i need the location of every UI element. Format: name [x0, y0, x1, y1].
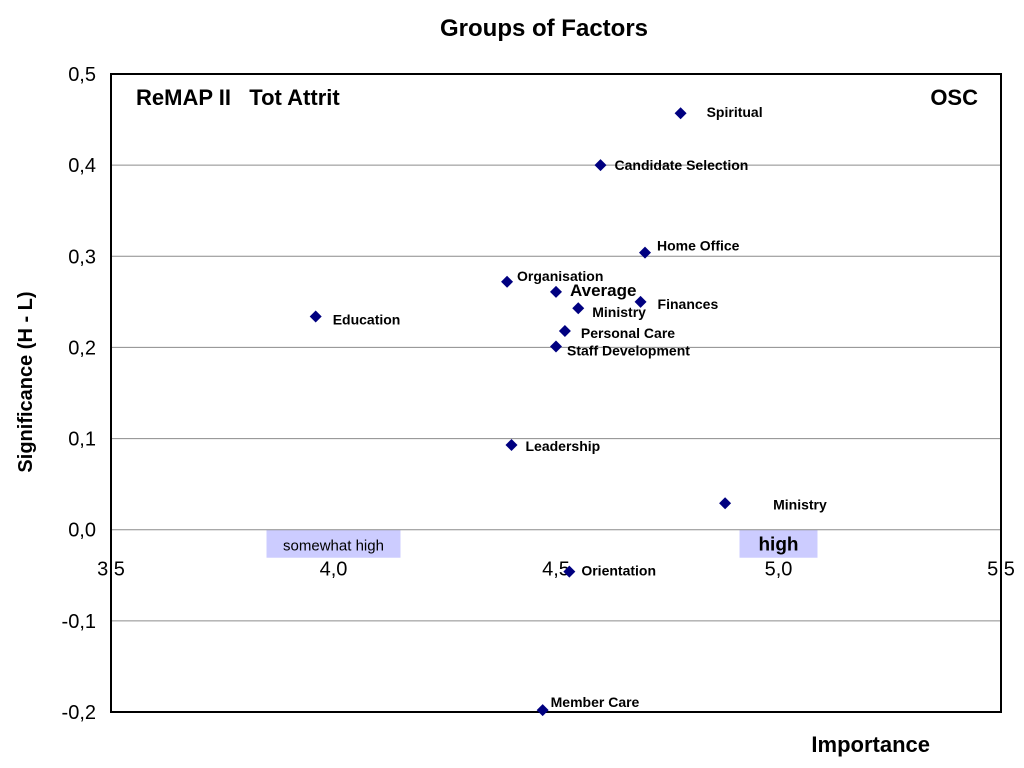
- y-tick-label: 0,5: [68, 64, 96, 86]
- data-point: [501, 275, 514, 288]
- plot-frame: [110, 73, 1002, 713]
- zone-label: high: [758, 535, 798, 556]
- data-label: Orientation: [581, 563, 656, 579]
- data-points: Spiritual Candidate Selection Home Office O…: [309, 104, 827, 717]
- chart-title: Groups of Factors: [440, 15, 648, 42]
- data-point: [719, 497, 732, 510]
- y-tick-label: 0,0: [68, 520, 96, 542]
- data-point: [309, 310, 322, 323]
- x-tick-label: 4,5: [542, 559, 570, 581]
- data-label: Spiritual: [707, 104, 763, 120]
- data-point: [505, 438, 518, 451]
- zone-box: [739, 529, 818, 558]
- x-tick-label: 3,5: [97, 559, 125, 581]
- data-point: [558, 325, 571, 338]
- data-label: Home Office: [657, 238, 740, 254]
- y-tick-label: 0,3: [68, 246, 96, 268]
- y-tick-label: 0,1: [68, 429, 96, 451]
- x-tick-label: 4,0: [320, 559, 348, 581]
- data-label: Candidate Selection: [615, 157, 749, 173]
- x-tick-label: 5,5: [987, 559, 1015, 581]
- data-point: [550, 285, 562, 298]
- data-label: Ministry: [592, 304, 646, 320]
- zone-labels: somewhat high high: [266, 529, 818, 558]
- data-point: [639, 246, 651, 259]
- data-point: [634, 295, 647, 308]
- y-tick-label: -0,1: [62, 611, 96, 633]
- y-tick-label: 0,2: [68, 337, 96, 359]
- data-label: Organisation: [517, 268, 603, 284]
- data-label: Staff Development: [567, 343, 690, 359]
- data-point: [563, 565, 576, 578]
- zone-label: somewhat high: [283, 538, 384, 555]
- tick-labels: -0,2 -0,1 0,0 0,1 0,2 0,3 0,4 0,5 3,5 4,0 4,5 5,0 5,…: [62, 64, 1015, 724]
- data-label: Education: [333, 311, 401, 327]
- data-point: [594, 159, 607, 172]
- data-label: Member Care: [551, 694, 640, 710]
- data-label: Average: [570, 281, 636, 300]
- data-label: Leadership: [526, 438, 601, 454]
- data-label: Finances: [658, 296, 719, 312]
- data-point: [536, 704, 549, 717]
- annotation-left: ReMAP II Tot Attrit: [136, 85, 340, 110]
- y-tick-label: -0,2: [62, 702, 96, 724]
- y-axis-label: Significance (H - L): [15, 291, 37, 472]
- data-point: [674, 107, 687, 120]
- annotation-right: OSC: [930, 85, 978, 110]
- x-tick-label: 5,0: [765, 559, 793, 581]
- data-label: Ministry: [773, 496, 827, 512]
- gridlines: [111, 73, 1001, 713]
- y-tick-label: 0,4: [68, 155, 96, 177]
- x-axis-label: Importance: [811, 732, 930, 757]
- data-label: Personal Care: [581, 325, 675, 341]
- data-point: [550, 340, 562, 353]
- data-point: [572, 302, 585, 315]
- zone-box: [266, 529, 401, 558]
